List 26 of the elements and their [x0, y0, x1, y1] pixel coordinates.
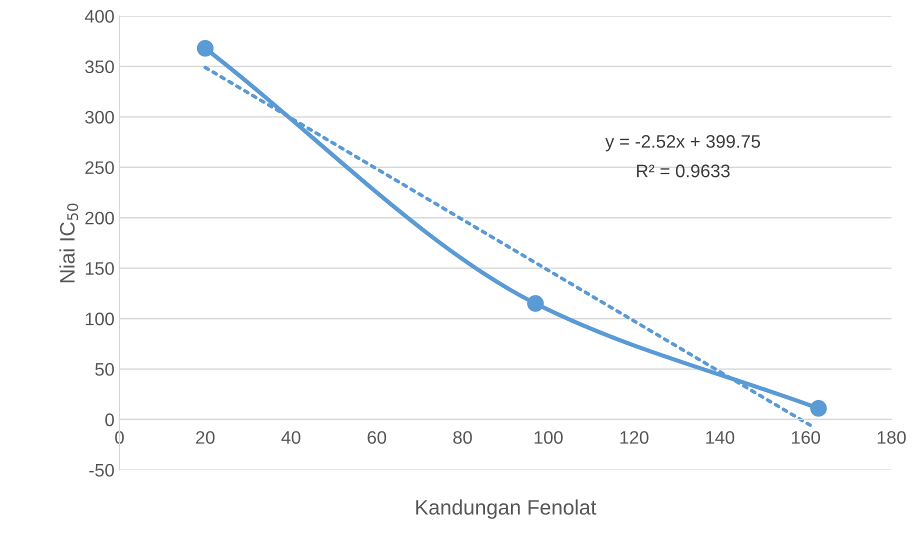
y-tick-label: 0	[105, 413, 114, 426]
annotation: y = -2.52x + 399.75	[605, 135, 760, 152]
x-tick-label: 100	[534, 431, 563, 444]
x-tick-label: 180	[878, 431, 906, 444]
y-tick-label: 300	[85, 110, 114, 124]
y-tick-label: 350	[85, 60, 114, 74]
point	[196, 40, 214, 57]
annotation: R² = 0.9633	[637, 164, 730, 178]
x-tick-label: 40	[281, 431, 300, 444]
y-tick-label: 100	[86, 312, 114, 326]
x-tick-label: 160	[792, 431, 820, 444]
x-tick-label: 80	[453, 431, 472, 444]
y-tick-label: 200	[85, 212, 114, 224]
point	[527, 295, 544, 312]
y-tick-label: 400	[84, 10, 114, 23]
x-tick-label: 60	[368, 431, 386, 444]
y-tick-label: 50	[95, 362, 114, 376]
x-tick-label: 120	[620, 431, 648, 444]
x-tick-label: 140	[706, 431, 734, 444]
y-tick-label: 150	[86, 262, 114, 275]
point	[810, 400, 827, 417]
y-tick-label: -50	[89, 464, 114, 477]
x-axis-title: Kandungan Fenolat	[416, 499, 596, 519]
x-tick-label: 20	[196, 431, 215, 444]
y-axis-title: Niai IC$_{50}$	[59, 204, 78, 282]
y-tick-label: 250	[85, 161, 114, 174]
